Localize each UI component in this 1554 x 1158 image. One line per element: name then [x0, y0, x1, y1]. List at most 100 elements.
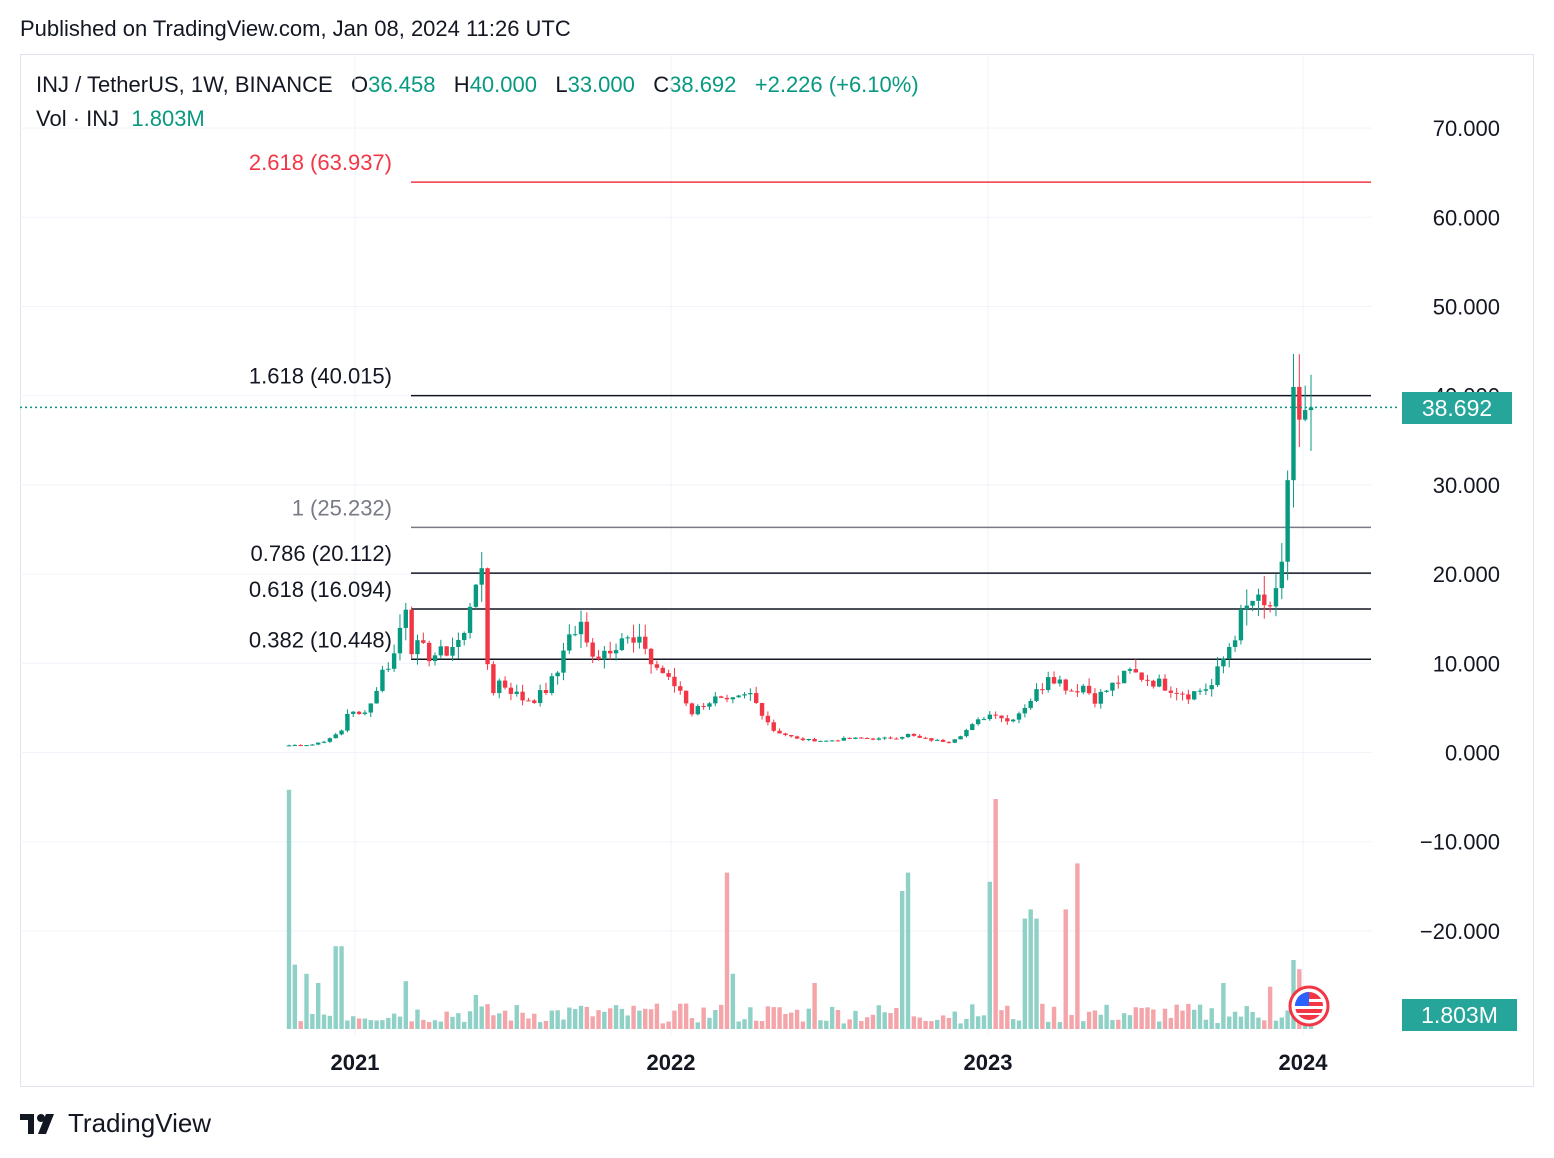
volume-bar: [602, 1011, 607, 1029]
volume-bar: [345, 1020, 350, 1029]
candle-body: [473, 584, 479, 607]
candle-body: [356, 711, 362, 714]
volume-bar: [1174, 1004, 1179, 1029]
candle-body: [485, 568, 490, 665]
candle-body: [905, 733, 911, 738]
grid: [20, 56, 1372, 1035]
candle-body: [911, 733, 917, 736]
volume-bar: [462, 1021, 467, 1029]
candle-body: [1232, 640, 1238, 647]
candle-body: [1156, 678, 1162, 687]
volume-bar: [555, 1010, 560, 1029]
candle-body: [368, 703, 373, 713]
volume-bar: [771, 1007, 776, 1029]
candle-body: [362, 712, 368, 714]
volume-bar: [975, 1016, 981, 1029]
flag-icon[interactable]: [1288, 985, 1330, 1027]
candle-body: [1273, 588, 1279, 607]
candle-body: [794, 736, 800, 739]
candle-body: [567, 634, 572, 651]
volume-bar: [958, 1023, 963, 1029]
volume-bar: [485, 1004, 490, 1029]
candle-body: [497, 680, 502, 694]
volume-bar: [1186, 1003, 1191, 1029]
candle-body: [1092, 693, 1098, 704]
candle-body: [415, 640, 420, 655]
volume-bar: [368, 1020, 373, 1029]
candle-body: [724, 697, 730, 700]
candle-body: [1075, 691, 1080, 693]
candle-body: [502, 680, 508, 688]
volume-bar: [643, 1008, 648, 1029]
y-tick-label: 50.000: [1433, 295, 1500, 320]
volume-bar: [1121, 1013, 1127, 1029]
candle-body: [648, 648, 654, 665]
candle-body: [444, 646, 449, 656]
tradingview-logo[interactable]: TradingView: [20, 1108, 211, 1139]
volume-bar: [397, 1016, 403, 1029]
volume-bar: [946, 1017, 952, 1029]
candle-body: [1285, 480, 1290, 562]
volume-bar: [859, 1021, 864, 1029]
volume-bar: [1005, 1005, 1010, 1029]
candle-body: [783, 733, 788, 736]
candle-body: [1151, 680, 1156, 687]
candle-body: [1256, 594, 1261, 601]
volume-bar: [1127, 1015, 1133, 1029]
candle-body: [1262, 594, 1267, 606]
volume-bar: [806, 1008, 811, 1029]
candle-body: [748, 693, 753, 695]
volume-bar: [672, 1010, 677, 1029]
high-label: H: [453, 72, 470, 97]
volume-bar: [888, 1013, 893, 1029]
candle-body: [1098, 691, 1103, 704]
candle-body: [1192, 691, 1197, 700]
candle-body: [1034, 689, 1039, 701]
candle-body: [1046, 677, 1051, 690]
candle-body: [292, 745, 298, 747]
volume-bar: [1010, 1019, 1016, 1029]
candle-body: [537, 690, 543, 704]
volume-bar: [1116, 1019, 1121, 1029]
volume-bar: [1086, 1011, 1092, 1029]
volume-bar: [724, 872, 730, 1029]
volume-bar: [1075, 863, 1080, 1029]
candle-body: [1110, 682, 1115, 691]
candle-body: [1162, 678, 1168, 691]
volume-label[interactable]: Vol · INJ: [36, 106, 120, 131]
symbol-label[interactable]: INJ / TetherUS, 1W, BINANCE: [36, 72, 333, 97]
candle-body: [374, 690, 379, 704]
candle-body: [975, 719, 981, 725]
candle-body: [853, 737, 858, 739]
candle-body: [1244, 605, 1249, 610]
candle-body: [555, 672, 560, 677]
candle-body: [613, 650, 619, 654]
volume-bar: [707, 1017, 712, 1029]
candle-body: [549, 676, 554, 693]
y-tick-label: 0.000: [1445, 741, 1500, 766]
volume-bar: [491, 1015, 496, 1029]
fib-label: 0.786 (20.112): [251, 541, 392, 566]
candle-body: [479, 568, 484, 585]
candle-body: [1116, 682, 1121, 684]
candle-body: [304, 745, 309, 747]
volume-bar: [981, 1015, 987, 1029]
volume-bar: [736, 1021, 741, 1029]
volume-bar: [473, 994, 479, 1029]
candle-body: [736, 695, 741, 698]
volume-bar: [619, 1008, 625, 1029]
candle-body: [1133, 669, 1138, 673]
candle-body: [1174, 692, 1179, 694]
candle-body: [859, 737, 864, 739]
volume-bar: [695, 1022, 700, 1029]
candle-body: [462, 632, 467, 640]
candle-body: [1279, 561, 1284, 589]
volume-bar: [987, 881, 992, 1029]
candle-body: [940, 739, 946, 742]
volume-bar: [1098, 1014, 1103, 1029]
candle-body: [631, 637, 636, 643]
volume-bar: [701, 1007, 706, 1029]
volume-bar: [1145, 1007, 1150, 1029]
volume-bar: [689, 1018, 695, 1029]
